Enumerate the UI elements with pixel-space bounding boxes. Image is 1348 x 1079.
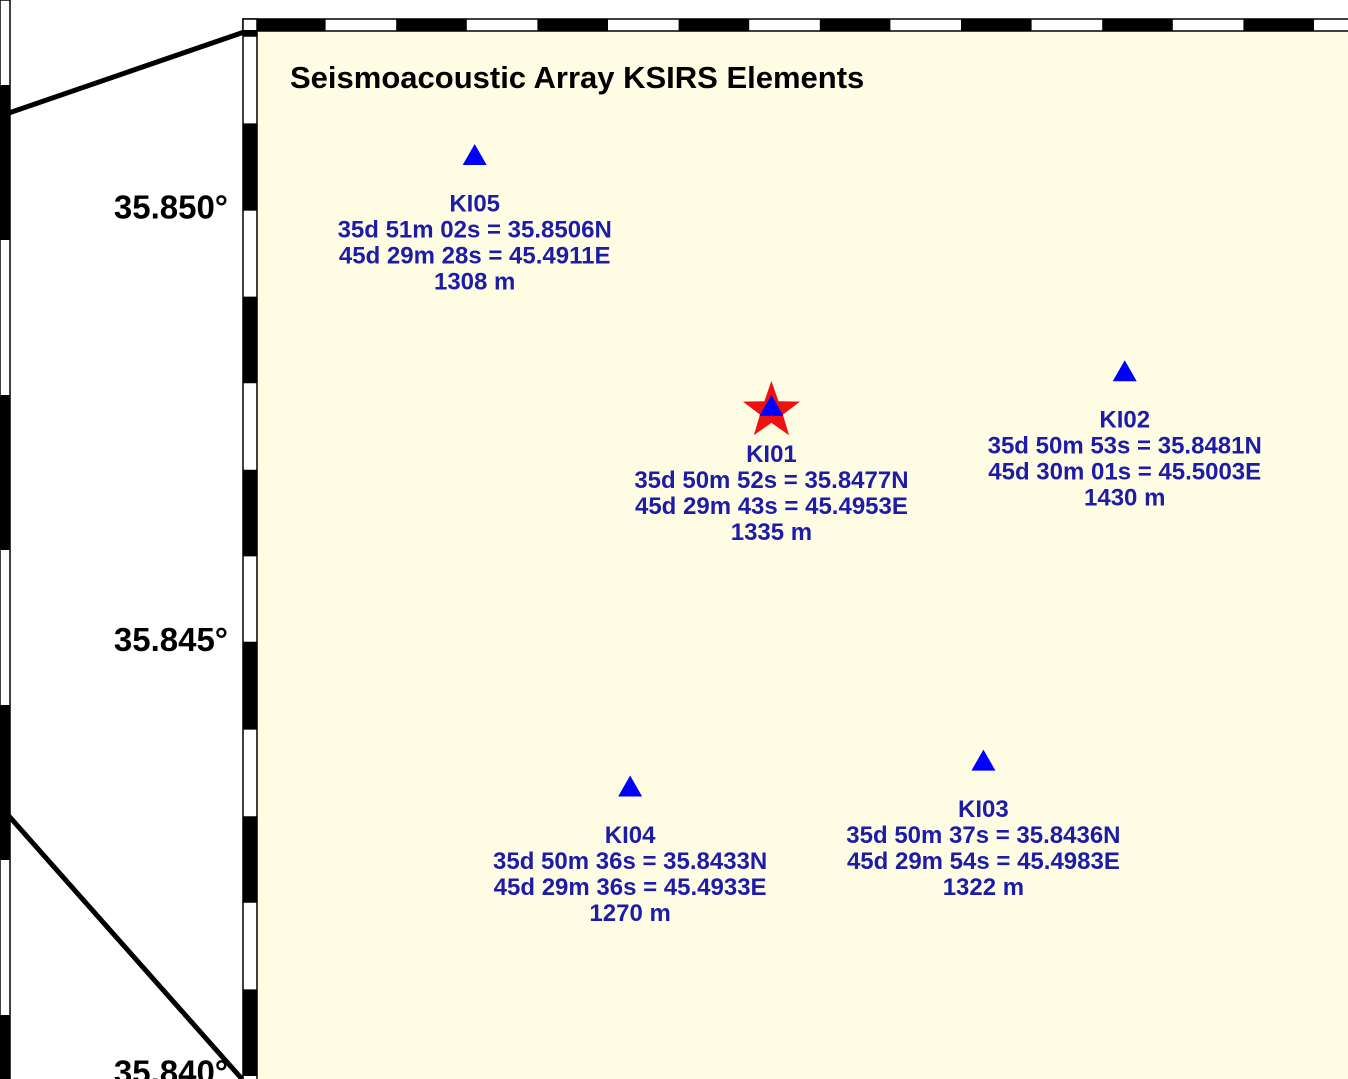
station-info: 35d 50m 52s = 35.8477N bbox=[634, 467, 908, 494]
station-info: 1335 m bbox=[731, 519, 812, 546]
map-title: Seismoacoustic Array KSIRS Elements bbox=[290, 60, 864, 95]
station-name: KI05 bbox=[449, 190, 500, 217]
station-info: 45d 29m 54s = 45.4983E bbox=[847, 848, 1120, 875]
station-info: 1308 m bbox=[434, 268, 515, 295]
station-name: KI03 bbox=[958, 796, 1009, 823]
station-name: KI04 bbox=[605, 822, 656, 849]
station-info: 35d 50m 53s = 35.8481N bbox=[988, 433, 1262, 460]
station-info: 1270 m bbox=[589, 900, 670, 927]
map-area bbox=[250, 30, 1348, 1079]
zoom-line bbox=[0, 27, 251, 119]
station-info: 45d 29m 43s = 45.4953E bbox=[635, 493, 908, 520]
station-info: 45d 29m 28s = 45.4911E bbox=[339, 242, 611, 269]
station-info: 35d 51m 02s = 35.8506N bbox=[338, 216, 612, 243]
station-info: 35d 50m 36s = 35.8433N bbox=[493, 848, 767, 875]
station-info: 1430 m bbox=[1084, 485, 1165, 512]
y-tick-label: 35.850° bbox=[114, 189, 228, 226]
station-info: 45d 30m 01s = 45.5003E bbox=[988, 459, 1261, 486]
station-marker bbox=[759, 394, 784, 416]
zoom-line bbox=[0, 804, 244, 1079]
station-name: KI01 bbox=[746, 441, 797, 468]
station-marker bbox=[462, 144, 487, 166]
station-marker bbox=[971, 749, 996, 771]
y-tick-label: 35.845° bbox=[114, 621, 228, 658]
y-tick-label: 35.840° bbox=[114, 1054, 228, 1079]
station-name: KI02 bbox=[1099, 407, 1150, 434]
station-marker bbox=[1112, 360, 1137, 382]
station-marker bbox=[618, 775, 643, 797]
station-info: 35d 50m 37s = 35.8436N bbox=[846, 822, 1120, 849]
station-info: 1322 m bbox=[943, 874, 1024, 901]
station-info: 45d 29m 36s = 45.4933E bbox=[494, 874, 767, 901]
